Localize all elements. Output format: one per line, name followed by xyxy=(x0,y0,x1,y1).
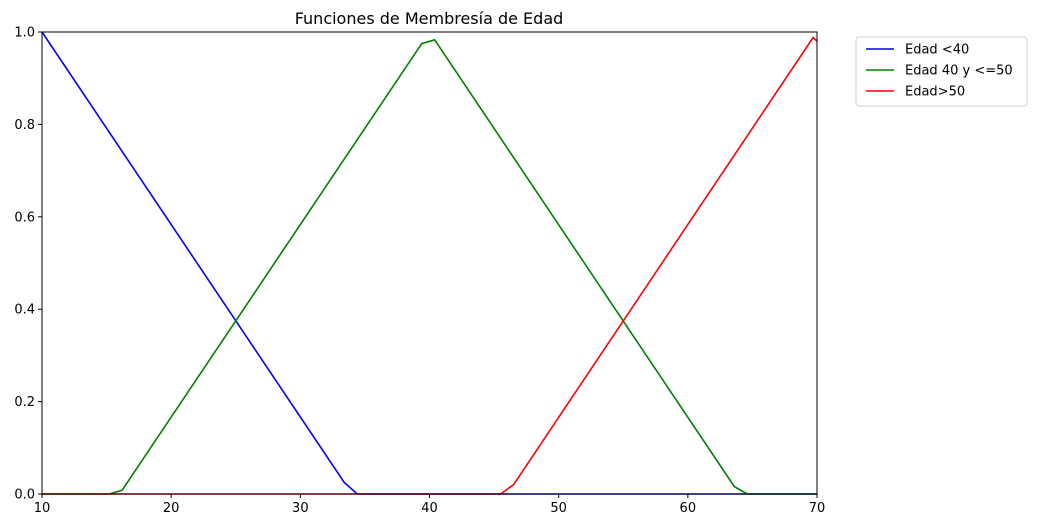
y-tick-label: 0.8 xyxy=(14,118,35,133)
x-tick-label: 10 xyxy=(34,501,51,516)
x-tick-label: 70 xyxy=(809,501,826,516)
x-tick-label: 60 xyxy=(680,501,697,516)
series-line-2 xyxy=(42,36,818,495)
x-axis: 10 20 30 40 50 60 70 xyxy=(34,494,826,516)
y-tick-label: 0.0 xyxy=(14,488,35,503)
x-tick-label: 50 xyxy=(550,501,567,516)
legend-label: Edad <40 xyxy=(905,43,969,58)
chart-title: Funciones de Membresía de Edad xyxy=(295,9,564,28)
x-tick-label: 30 xyxy=(292,501,309,516)
legend-label: Edad 40 y <=50 xyxy=(905,64,1013,79)
series-line-1 xyxy=(42,38,817,495)
plot-frame xyxy=(41,31,818,495)
y-tick-label: 0.2 xyxy=(14,395,35,410)
y-tick-label: 0.6 xyxy=(14,210,35,225)
series-layer xyxy=(41,31,818,495)
series-line-0 xyxy=(41,31,817,495)
y-tick-label: 0.4 xyxy=(14,303,35,318)
y-axis: 0.0 0.2 0.4 0.6 0.8 1.0 xyxy=(14,26,42,503)
legend-label: Edad>50 xyxy=(905,85,965,100)
x-tick-label: 40 xyxy=(421,501,438,516)
y-tick-label: 1.0 xyxy=(14,26,35,41)
legend-box xyxy=(855,36,1028,107)
legend: Edad <40 Edad 40 y <=50 Edad>50 xyxy=(855,36,1028,107)
x-tick-label: 20 xyxy=(163,501,180,516)
